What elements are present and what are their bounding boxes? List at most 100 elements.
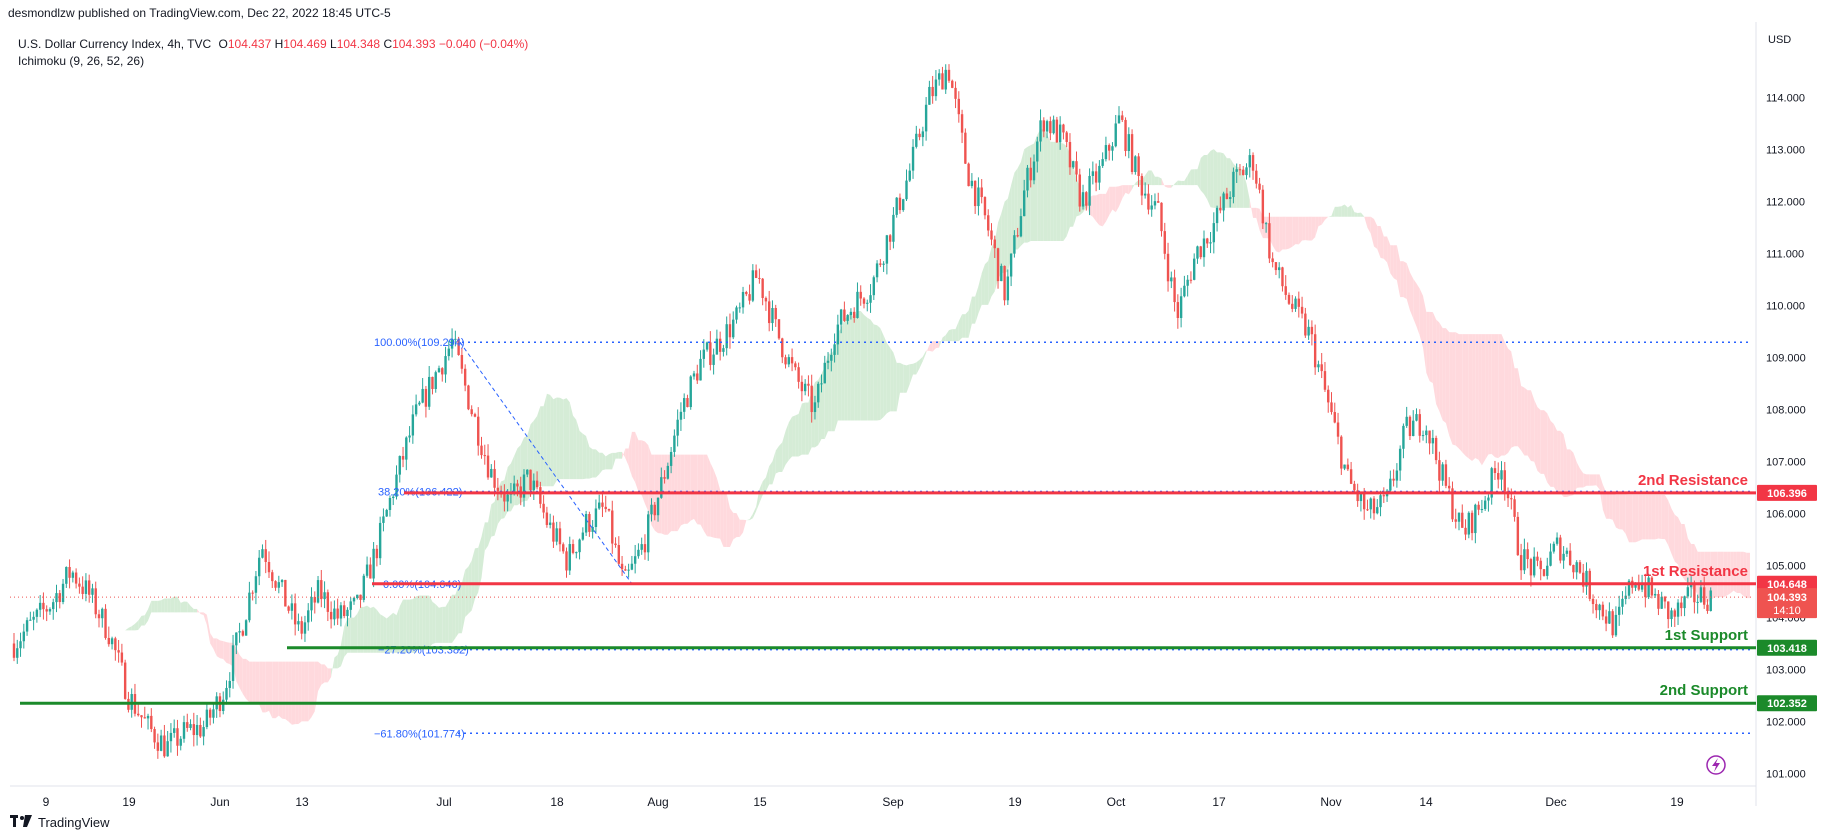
candle [1532,547,1536,578]
support-label: 1st Support [1665,627,1748,644]
candle [653,501,656,521]
candle [395,465,398,500]
candle [1091,161,1095,185]
candle [1163,222,1166,260]
candle [1032,154,1036,185]
candle [342,600,346,619]
candle [369,557,372,579]
candle [251,590,254,601]
x-tick-label: 19 [1670,795,1684,809]
candle [830,348,833,372]
candle [552,515,555,548]
symbol-name[interactable]: U.S. Dollar Currency Index, 4h, TVC [18,37,212,51]
candle [1232,167,1235,204]
candle [1242,166,1245,176]
resistance-price-tag: 104.648 [1757,575,1817,592]
candle [1516,512,1520,556]
candle [977,177,980,216]
candle [274,580,277,591]
candle [408,426,411,443]
candle [1653,588,1657,598]
candle [1228,191,1232,208]
y-tick-label: 102.000 [1766,717,1806,729]
candle [1111,142,1114,161]
candle [1572,564,1575,579]
candle [48,607,52,615]
candle [562,542,565,554]
candle [614,537,617,548]
svg-text:104.393: 104.393 [1767,592,1807,604]
candle [673,429,676,457]
candle [875,260,879,283]
candle [1121,110,1124,123]
candle [1215,205,1219,232]
tradingview-logo[interactable]: TradingView [10,815,110,830]
candle [336,598,339,625]
candle [1343,464,1346,471]
published-credit: desmondlzw published on TradingView.com,… [8,6,391,20]
candle [297,613,300,631]
lightning-icon[interactable] [1706,755,1726,775]
candle [1483,495,1487,511]
candle [398,455,401,483]
y-tick-label: 107.000 [1766,457,1806,469]
candle [807,375,810,397]
candle [715,329,719,355]
candle [1078,168,1081,212]
candle [758,268,761,284]
candle [1143,182,1147,199]
candle [1268,212,1271,264]
candle [22,623,26,649]
candle [751,264,755,303]
candle [699,350,702,381]
support-price-tag: 102.352 [1757,695,1817,712]
candle [957,91,961,123]
candle [1552,541,1556,554]
resistance-label: 2nd Resistance [1638,472,1748,489]
candle [1493,460,1497,480]
candle [1415,408,1418,422]
candle [545,506,549,528]
candle [888,234,892,251]
candle [385,508,388,517]
candle [1287,292,1291,305]
tradingview-logo-icon [10,815,32,830]
candle [597,494,601,510]
candle [228,672,231,698]
candle [280,579,284,587]
candle [1186,275,1189,297]
candle [911,139,915,179]
candle [447,340,451,361]
candle [186,713,189,732]
candle [781,337,784,364]
candle [179,736,182,751]
candle [947,64,951,83]
candle [1137,153,1140,187]
candle [918,128,921,141]
candle [38,594,42,618]
candle [584,510,588,537]
candle [490,464,493,478]
tradingview-brand: TradingView [38,815,110,830]
candle [1454,508,1457,529]
candle [1072,160,1075,169]
candle [1127,127,1131,159]
fib-trend-line[interactable] [459,341,633,585]
y-tick-label: 106.000 [1766,509,1806,521]
candle [1094,163,1098,192]
candle [1513,495,1516,522]
svg-text:106.396: 106.396 [1767,488,1807,500]
candle [898,193,902,214]
candle [1431,429,1435,454]
candle [1487,494,1490,512]
candle [42,592,45,620]
indicator-row[interactable]: Ichimoku (9, 26, 52, 26) [18,54,145,68]
candle [1660,591,1663,609]
candle [535,471,539,490]
candle [856,282,859,319]
candle [1327,385,1330,413]
candle [1359,491,1363,512]
candle [146,713,150,730]
candle [1098,160,1101,190]
